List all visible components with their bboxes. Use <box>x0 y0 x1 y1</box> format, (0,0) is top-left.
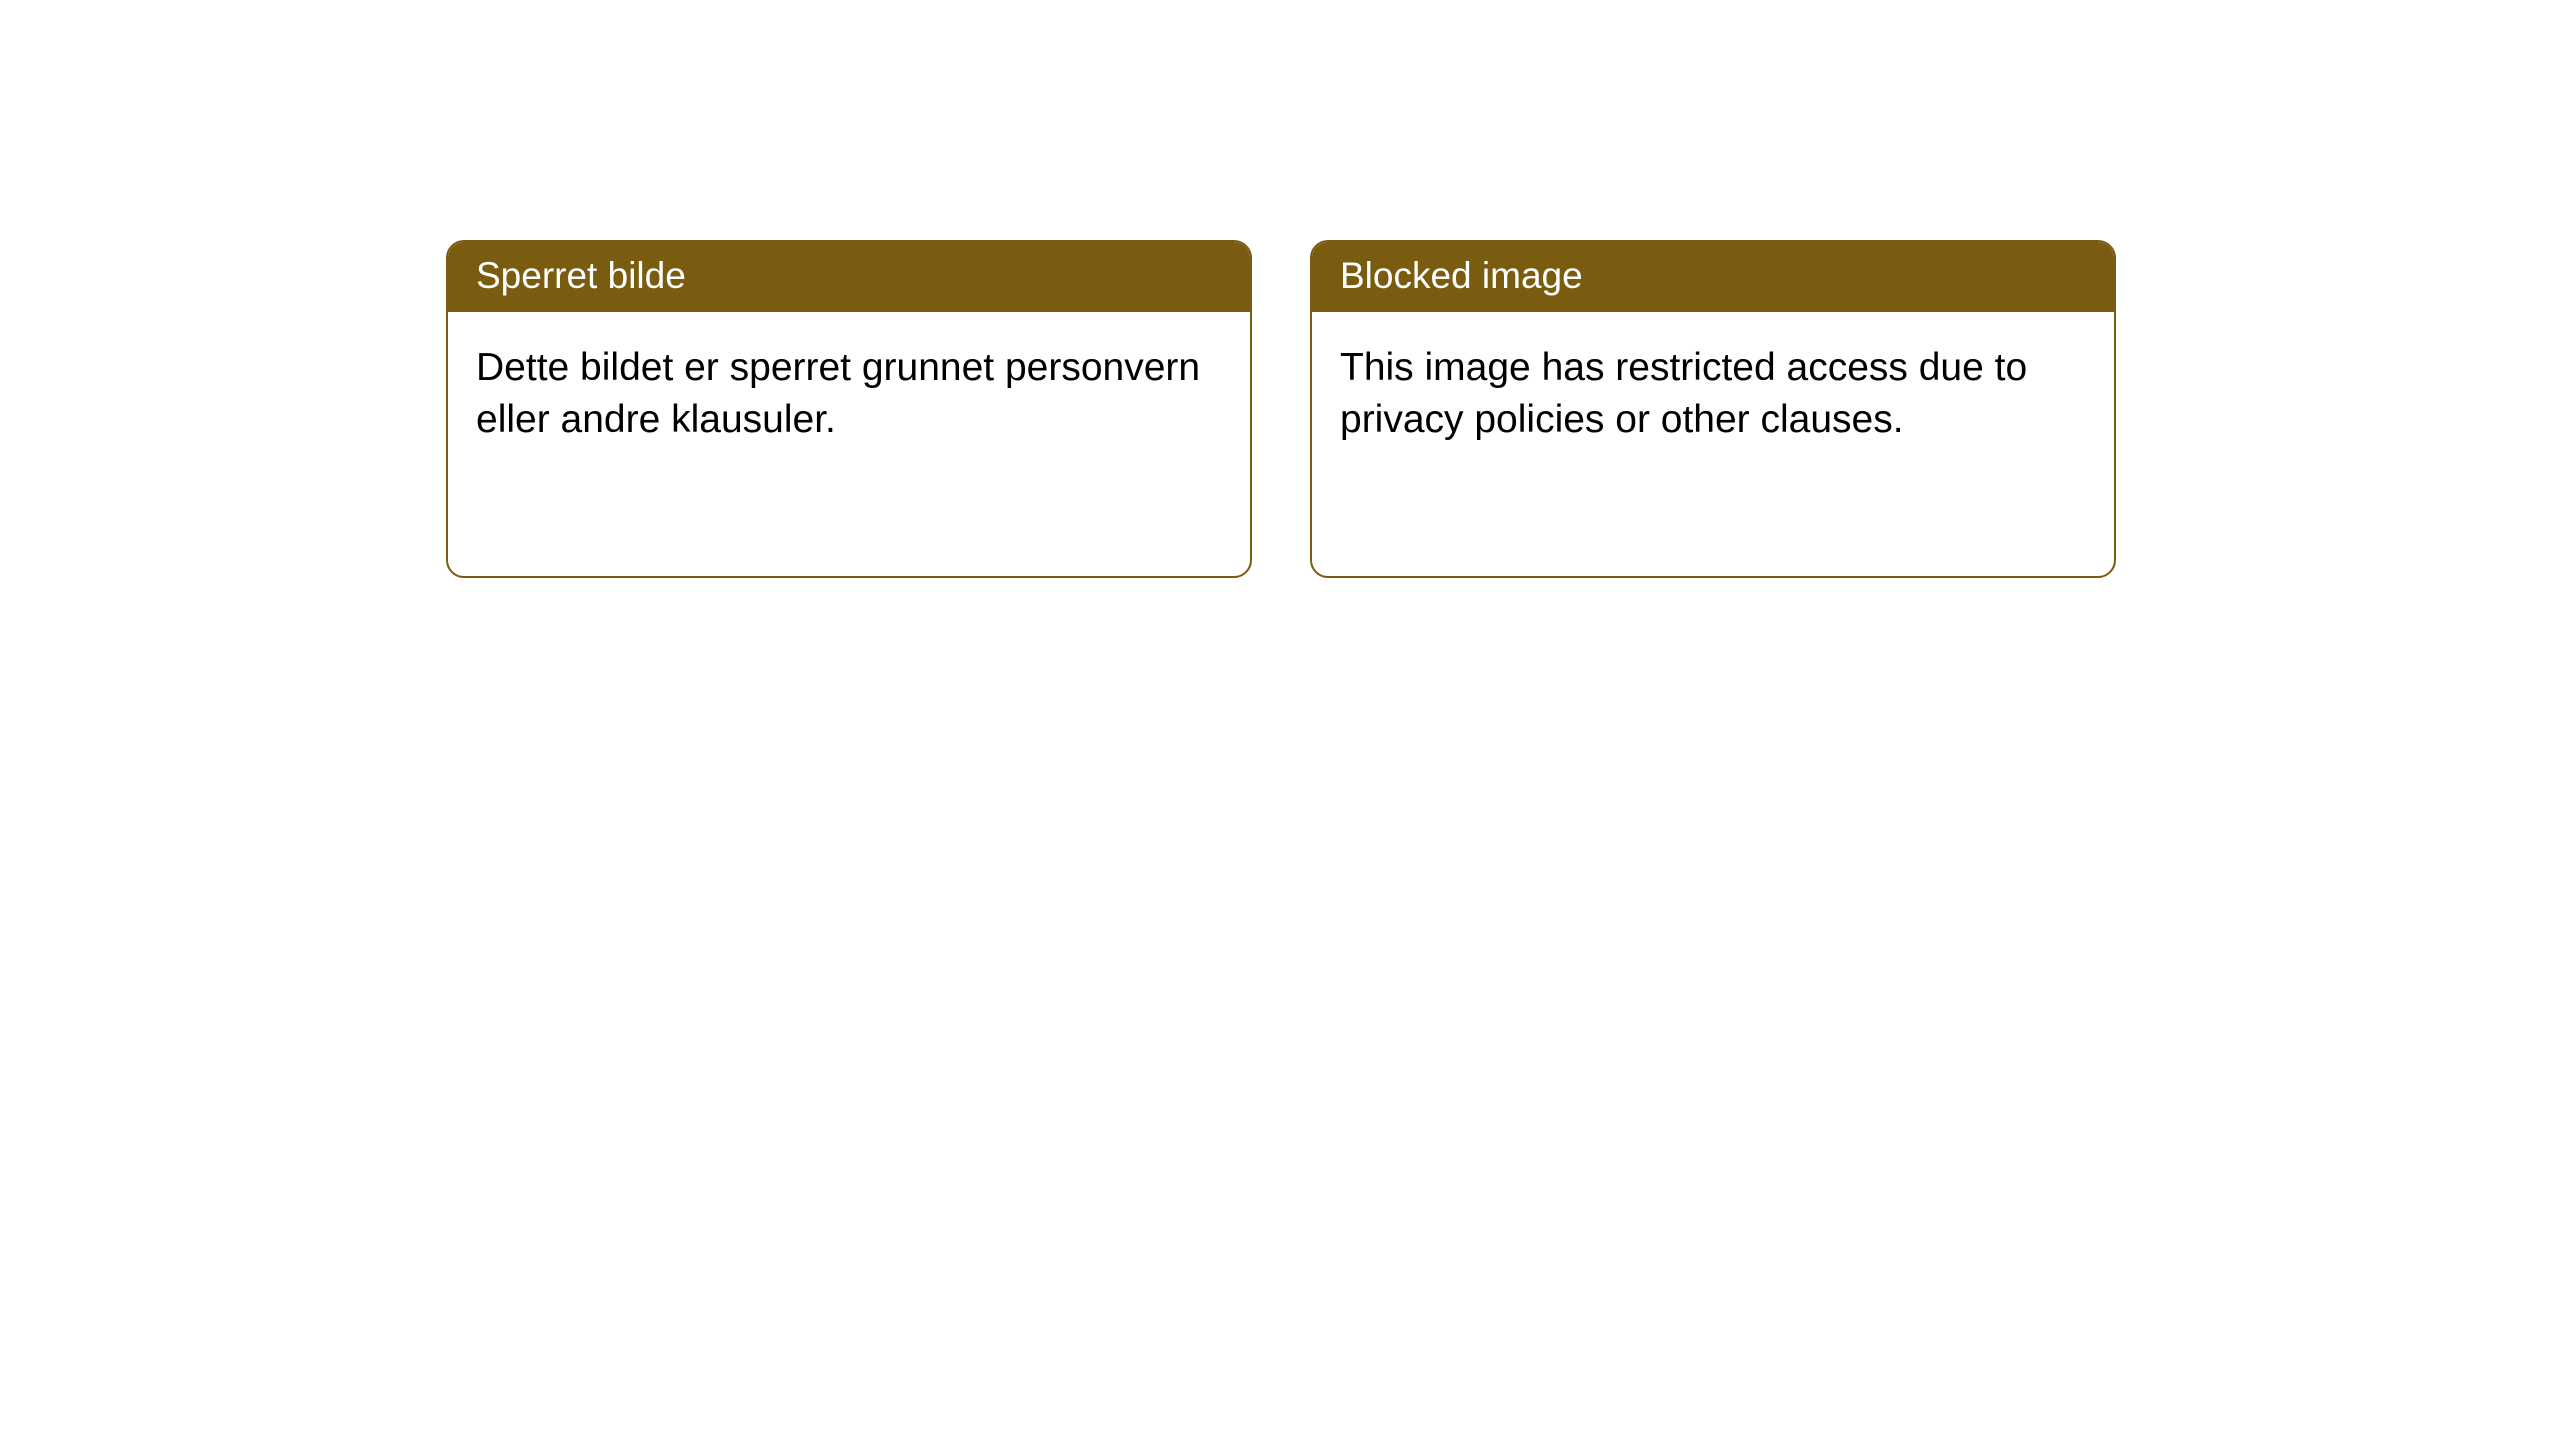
notice-header: Blocked image <box>1312 242 2114 312</box>
notice-title: Sperret bilde <box>476 255 686 296</box>
notice-header: Sperret bilde <box>448 242 1250 312</box>
notice-card-english: Blocked image This image has restricted … <box>1310 240 2116 578</box>
notice-card-norwegian: Sperret bilde Dette bildet er sperret gr… <box>446 240 1252 578</box>
notice-body-text: Dette bildet er sperret grunnet personve… <box>476 346 1200 440</box>
notice-title: Blocked image <box>1340 255 1583 296</box>
notices-container: Sperret bilde Dette bildet er sperret gr… <box>446 240 2116 578</box>
notice-body-text: This image has restricted access due to … <box>1340 346 2027 440</box>
notice-body: This image has restricted access due to … <box>1312 312 2114 475</box>
notice-body: Dette bildet er sperret grunnet personve… <box>448 312 1250 475</box>
